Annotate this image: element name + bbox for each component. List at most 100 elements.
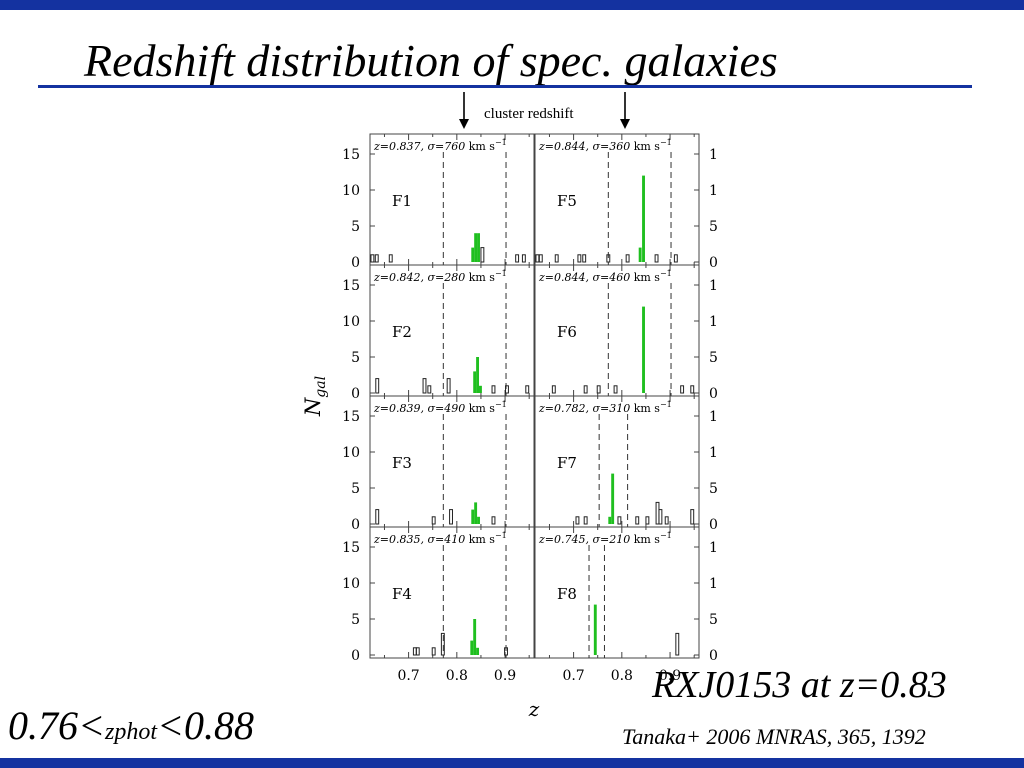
y-tick-label: 5 [351,612,360,628]
field-galaxy-bar [375,378,380,394]
panel-label: F1 [392,192,412,210]
field-galaxy-bar [491,516,496,525]
y-axis-label: Ngal [301,376,329,417]
field-galaxy-bar [440,632,445,656]
panel-header: z=0.837, σ=760 km s−1 [373,138,507,153]
field-galaxy-bar [374,254,379,263]
x-tick-label: 0.8 [611,668,633,684]
panel-label: F3 [392,454,412,472]
field-galaxy-bar [606,254,611,263]
field-galaxy-bar [446,378,451,394]
y-tick-label: 0 [709,255,718,271]
field-galaxy-bar [525,385,530,394]
field-galaxy-bar [554,254,559,263]
field-galaxy-bar [596,385,601,394]
y-tick-label: 5 [351,219,360,235]
field-galaxy-bar [680,385,685,394]
y-tick-label: 0 [351,648,360,664]
member-galaxy-bar [474,233,478,262]
field-galaxy-bar [375,509,380,525]
field-galaxy-bar [664,516,669,525]
slide-title: Redshift distribution of spec. galaxies [84,35,778,86]
member-galaxy-bar [474,502,478,524]
member-galaxy-bar [476,357,480,393]
y-tick-label: 0 [351,386,360,402]
field-galaxy-bar [427,385,432,394]
y-tick-label: 15 [709,409,718,425]
field-galaxy-bar [582,254,587,263]
panel-header: z=0.842, σ=280 km s−1 [373,269,507,284]
zrange-upper: <0.88 [157,703,255,748]
x-tick-label: 0.7 [562,668,584,684]
y-tick-label: 15 [709,540,718,556]
member-galaxy-bar [638,247,642,262]
field-galaxy-bar [370,254,375,263]
member-galaxy-bar [473,619,477,655]
field-galaxy-bar [431,647,436,656]
x-tick-label: 0.8 [446,668,468,684]
field-galaxy-bar [551,385,556,394]
y-tick-label: 5 [709,219,718,235]
zrange-lower: 0.76< [8,703,105,748]
photo-z-range: 0.76<zphot<0.88 [8,702,254,749]
y-tick-label: 0 [351,255,360,271]
field-galaxy-bar [690,509,695,525]
reference-details: + 2006 MNRAS, 365, 1392 [685,724,926,749]
field-galaxy-bar [575,516,580,525]
y-tick-label: 15 [709,147,718,163]
y-tick-label: 15 [709,278,718,294]
panel-header: z=0.835, σ=410 km s−1 [373,531,507,546]
y-tick-label: 10 [709,314,718,330]
member-galaxy-bar [471,247,475,262]
panel-header: z=0.844, σ=460 km s−1 [538,269,672,284]
field-galaxy-bar [480,247,485,263]
panel-label: F5 [557,192,577,210]
y-tick-label: 15 [342,409,360,425]
field-galaxy-bar [583,385,588,394]
y-tick-label: 15 [342,147,360,163]
field-galaxy-bar [535,254,540,263]
x-axis-label: z [528,697,540,721]
field-galaxy-bar [613,385,618,394]
panel-header: z=0.844, σ=360 km s−1 [538,138,672,153]
member-galaxy-bar [642,306,645,393]
panel-label: F8 [557,585,577,603]
title-underline [38,85,972,88]
field-galaxy-bar [617,516,622,525]
down-arrow-icon [620,92,630,129]
y-tick-label: 10 [709,576,718,592]
cluster-z-value: =0.83 [854,664,947,706]
member-galaxy-bar [476,647,480,655]
y-tick-label: 15 [342,540,360,556]
panel-frame [369,526,535,659]
member-galaxy-bar [477,516,480,524]
field-galaxy-bar [654,254,659,263]
y-tick-label: 10 [342,576,360,592]
field-galaxy-bar [449,509,453,525]
cluster-name: RXJ0153 at [652,664,840,706]
field-galaxy-bar [521,254,526,263]
member-galaxy-bar [642,175,645,262]
y-tick-label: 10 [709,445,718,461]
member-galaxy-bar [471,509,475,524]
field-galaxy-bar [431,516,436,525]
y-tick-label: 0 [709,517,718,533]
zrange-variable: zphot [105,719,158,745]
y-tick-label: 0 [351,517,360,533]
top-accent-bar [0,0,1024,10]
cluster-redshift-label: cluster redshift [484,106,574,122]
y-tick-label: 5 [351,350,360,366]
x-tick-label: 0.7 [397,668,419,684]
field-galaxy-bar [422,378,427,394]
y-tick-label: 10 [342,314,360,330]
field-galaxy-bar [515,254,520,263]
panel-label: F2 [392,323,412,341]
panel-label: F7 [557,454,577,472]
member-galaxy-bar [593,604,597,655]
x-tick-label: 0.9 [659,668,681,684]
panel-header: z=0.839, σ=490 km s−1 [373,400,507,415]
member-galaxy-bar [473,371,477,393]
field-galaxy-bar [504,647,508,656]
reference-citation: Tanaka+ 2006 MNRAS, 365, 1392 [622,724,926,750]
member-galaxy-bar [470,640,474,655]
